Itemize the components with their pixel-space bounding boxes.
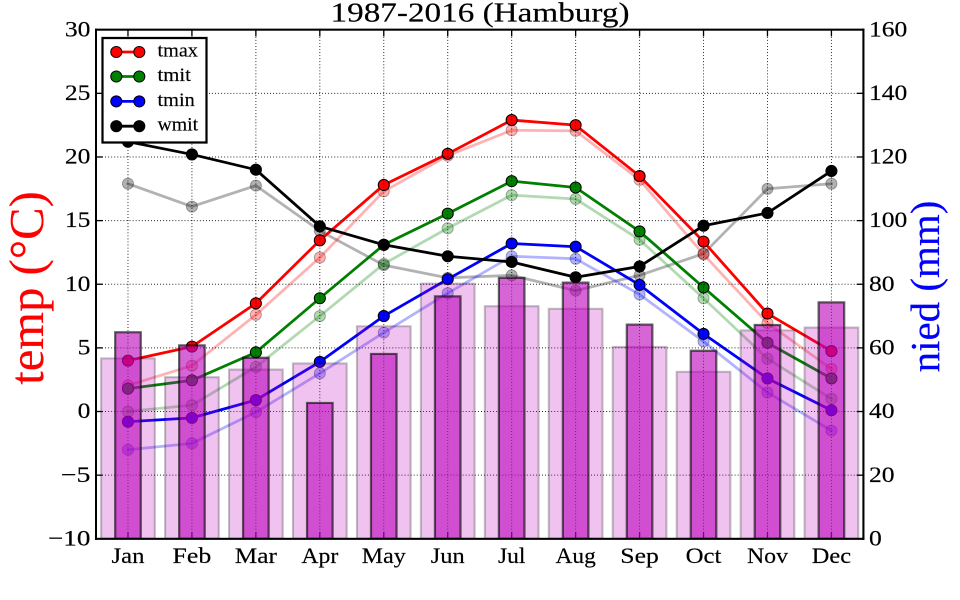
svg-text:5: 5 xyxy=(78,334,91,359)
svg-text:25: 25 xyxy=(65,80,91,105)
svg-text:120: 120 xyxy=(869,144,907,169)
svg-text:tmin: tmin xyxy=(158,90,196,111)
svg-text:20: 20 xyxy=(869,462,895,487)
svg-text:−10: −10 xyxy=(48,525,90,550)
svg-text:Feb: Feb xyxy=(173,543,212,568)
svg-text:10: 10 xyxy=(65,271,91,296)
svg-text:0: 0 xyxy=(869,525,882,550)
svg-text:Nov: Nov xyxy=(747,543,789,568)
svg-text:Jan: Jan xyxy=(111,543,144,568)
svg-text:Sep: Sep xyxy=(620,543,659,568)
svg-text:1987-2016 (Hamburg): 1987-2016 (Hamburg) xyxy=(331,0,630,28)
svg-text:tmax: tmax xyxy=(158,40,199,61)
svg-text:15: 15 xyxy=(65,207,91,232)
svg-text:Aug: Aug xyxy=(555,543,595,568)
svg-text:tmit: tmit xyxy=(158,65,192,86)
svg-text:Apr: Apr xyxy=(301,543,339,568)
svg-text:wmit: wmit xyxy=(158,115,199,136)
svg-text:−5: −5 xyxy=(61,462,91,487)
svg-text:Dec: Dec xyxy=(812,543,851,568)
svg-text:160: 160 xyxy=(869,16,907,41)
svg-text:Oct: Oct xyxy=(686,543,723,568)
svg-text:140: 140 xyxy=(869,80,907,105)
svg-text:80: 80 xyxy=(869,271,895,296)
svg-text:May: May xyxy=(362,543,407,568)
svg-text:Jun: Jun xyxy=(431,543,465,568)
svg-text:20: 20 xyxy=(65,144,91,169)
svg-text:60: 60 xyxy=(869,334,895,359)
svg-text:40: 40 xyxy=(869,398,895,423)
svg-text:100: 100 xyxy=(869,207,907,232)
svg-text:0: 0 xyxy=(78,398,91,423)
svg-text:Jul: Jul xyxy=(498,543,525,568)
svg-text:temp (°C): temp (°C) xyxy=(0,191,54,385)
svg-text:nied (mm): nied (mm) xyxy=(902,201,948,373)
svg-text:Mar: Mar xyxy=(235,543,278,568)
svg-text:30: 30 xyxy=(65,16,91,41)
